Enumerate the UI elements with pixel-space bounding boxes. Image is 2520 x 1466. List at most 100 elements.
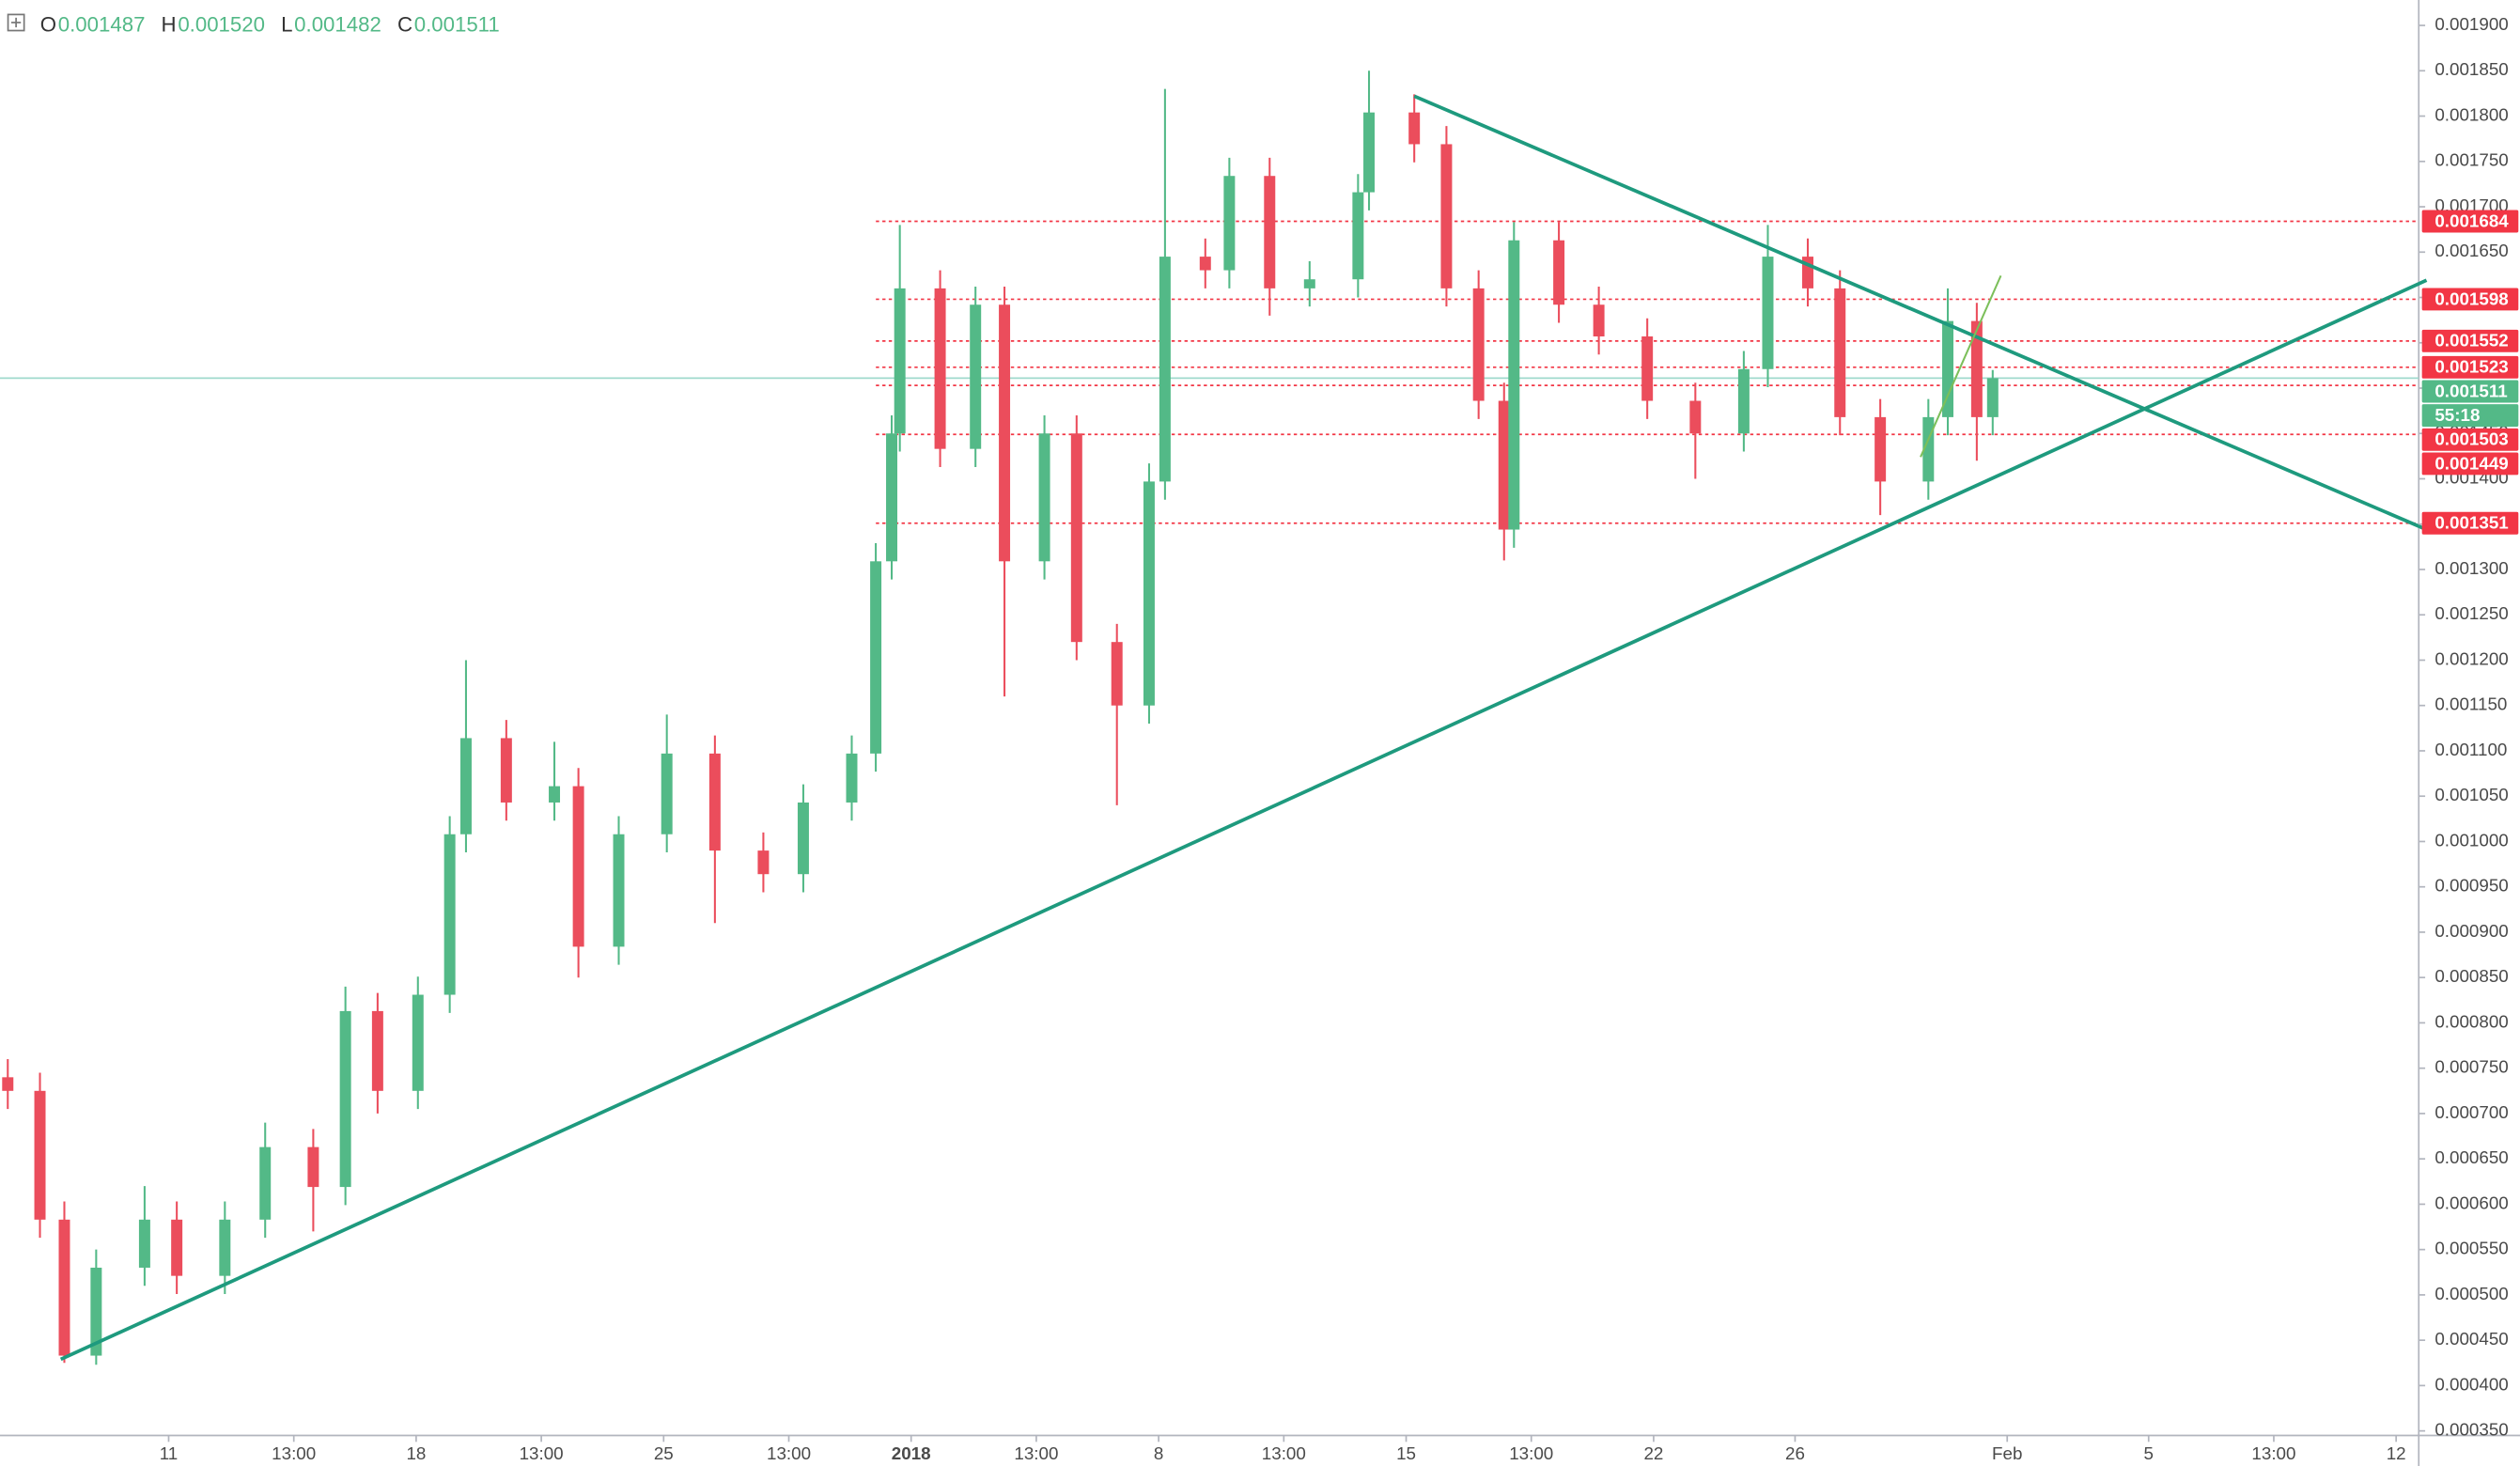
- x-tick-label: 13:00: [2251, 1443, 2295, 1463]
- y-tick-label: 0.001000: [2434, 830, 2508, 850]
- collapse-icon[interactable]: [7, 13, 25, 32]
- candle-body: [171, 1219, 183, 1276]
- price-tag: [2421, 428, 2519, 451]
- candle-body: [90, 1267, 102, 1356]
- candle-body: [1553, 240, 1565, 305]
- trend-line: [59, 278, 2428, 1362]
- x-tick-label: 26: [1785, 1443, 1805, 1463]
- y-tick-label: 0.000750: [2434, 1057, 2508, 1077]
- y-tick-label: 0.000600: [2434, 1193, 2508, 1212]
- candle-body: [1874, 416, 1887, 482]
- candle-body: [1641, 336, 1654, 401]
- candle-body: [1737, 368, 1750, 434]
- candle-body: [1834, 288, 1846, 417]
- candle-body: [1303, 279, 1315, 289]
- y-tick-label: 0.001150: [2434, 694, 2507, 714]
- price-tag-label: 0.001523: [2434, 357, 2508, 377]
- y-tick-label: 0.000850: [2434, 966, 2508, 986]
- candle-body: [661, 753, 673, 834]
- candle-body: [1070, 433, 1082, 643]
- candle-body: [1352, 192, 1364, 280]
- x-tick-label: 13:00: [1262, 1443, 1306, 1463]
- candle-body: [1762, 257, 1774, 369]
- x-tick-label: Feb: [1992, 1443, 2022, 1463]
- candle-body: [1922, 416, 1935, 482]
- candle-body: [1038, 433, 1050, 562]
- candle-body: [1472, 288, 1485, 401]
- candle-body: [970, 304, 982, 449]
- ohlc-value: 0.001520: [178, 12, 265, 36]
- candle-body: [58, 1219, 70, 1356]
- price-tag: [2421, 329, 2519, 352]
- price-tag: [2421, 210, 2519, 233]
- x-tick-label: 13:00: [272, 1443, 316, 1463]
- x-tick-label: 18: [406, 1443, 426, 1463]
- candle-body: [443, 834, 456, 995]
- candle-body: [1199, 257, 1211, 271]
- ohlc-value: 0.001511: [414, 12, 500, 36]
- y-tick-label: 0.001250: [2434, 603, 2508, 623]
- candle-body: [34, 1090, 46, 1220]
- candle-body: [1689, 400, 1702, 434]
- candle-body: [1498, 400, 1510, 530]
- ohlc-value: 0.001487: [58, 12, 146, 36]
- candle-body: [1143, 481, 1155, 706]
- candle-body: [1593, 304, 1605, 337]
- candle-body: [613, 834, 625, 947]
- y-tick-label: 0.001800: [2434, 105, 2508, 125]
- y-tick-label: 0.001100: [2434, 740, 2507, 759]
- candle-body: [1970, 320, 1983, 417]
- y-tick-label: 0.001200: [2434, 648, 2508, 668]
- plot-area: [0, 70, 2428, 1365]
- candle-body: [797, 802, 809, 875]
- x-tick-label: 13:00: [520, 1443, 564, 1463]
- y-tick-label: 0.001050: [2434, 785, 2508, 804]
- y-tick-label: 0.000550: [2434, 1239, 2508, 1258]
- ohlc-key: H: [162, 12, 177, 36]
- ohlc-header: O 0.001487 H 0.001520 L 0.001482 C 0.001511: [40, 12, 500, 36]
- y-tick-label: 0.000350: [2434, 1420, 2508, 1440]
- candle-body: [339, 1010, 351, 1188]
- candle-body: [500, 738, 512, 803]
- candle-body: [708, 753, 721, 851]
- price-tag: [2421, 511, 2519, 535]
- ohlc-value: 0.001482: [294, 12, 381, 36]
- candle-body: [886, 433, 898, 562]
- y-tick-label: 0.000700: [2434, 1102, 2508, 1122]
- candle-body: [1159, 257, 1171, 482]
- candle-body: [371, 1010, 383, 1091]
- candle-body: [1408, 112, 1421, 145]
- candle-body: [1802, 257, 1813, 289]
- price-tag: [2421, 355, 2519, 379]
- candle-body: [934, 288, 946, 449]
- x-tick-label: 25: [654, 1443, 674, 1463]
- candle-body: [1986, 378, 1999, 417]
- ohlc-key: L: [281, 12, 292, 36]
- ohlc-key: C: [397, 12, 412, 36]
- price-tag-label: 0.001598: [2434, 289, 2508, 308]
- countdown-tag: [2421, 404, 2519, 428]
- trend-line: [1920, 274, 2002, 458]
- x-tick-label: 13:00: [1509, 1443, 1553, 1463]
- candle-body: [138, 1219, 150, 1268]
- countdown-label: 55:18: [2434, 405, 2480, 425]
- x-tick-label: 12: [2387, 1443, 2406, 1463]
- candle-body: [307, 1146, 319, 1188]
- y-tick-label: 0.000900: [2434, 921, 2508, 941]
- y-tick-label: 0.000650: [2434, 1147, 2508, 1167]
- candle-body: [894, 288, 906, 434]
- price-tag-label: 0.001511: [2434, 381, 2507, 400]
- candle-body: [259, 1146, 272, 1220]
- y-tick-label: 0.000950: [2434, 876, 2508, 896]
- x-tick-label: 11: [160, 1443, 179, 1463]
- candle-body: [549, 786, 561, 803]
- candle-body: [459, 738, 472, 834]
- candle-body: [757, 850, 770, 875]
- candle-body: [1363, 112, 1376, 193]
- candle-body: [870, 561, 882, 754]
- candle-body: [412, 994, 424, 1091]
- y-tick-label: 0.000400: [2434, 1374, 2508, 1394]
- price-tag-label: 0.001351: [2434, 513, 2508, 533]
- candle-body: [1223, 176, 1236, 271]
